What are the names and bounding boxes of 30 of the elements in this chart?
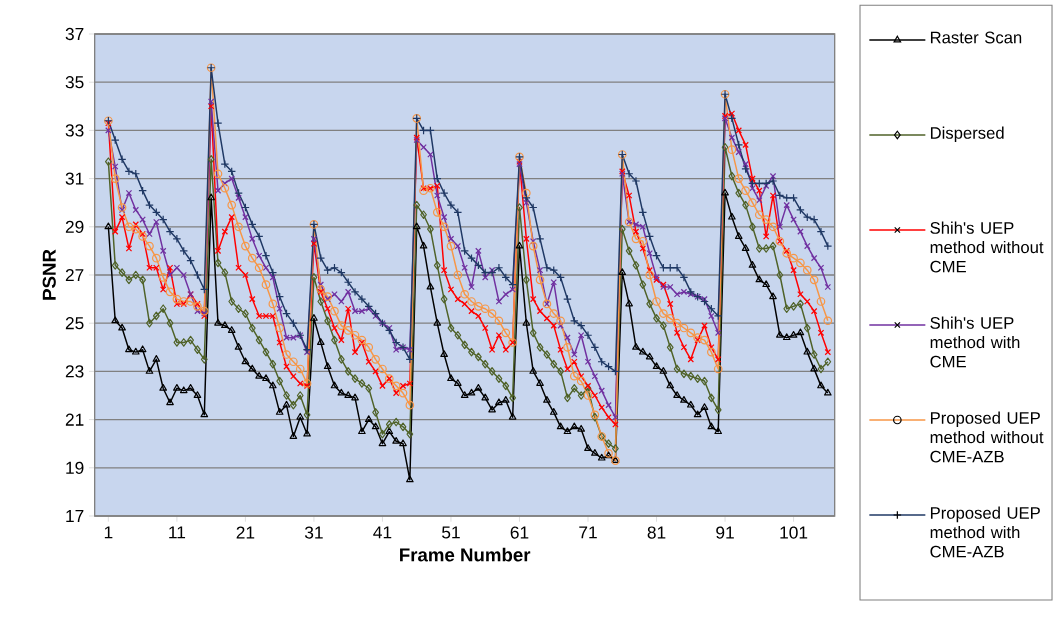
legend-label: Proposed UEP method without CME-AZB: [930, 411, 1044, 463]
legend-label: Dispersed: [930, 126, 1004, 143]
legend-label: Proposed UEP method with CME-AZB: [930, 506, 1040, 558]
y-tick-label: 19: [66, 461, 84, 474]
legend-label: Shih's UEP method with CME: [930, 316, 1020, 368]
y-axis-title: PSNR: [42, 249, 56, 300]
y-tick-label: 17: [66, 510, 84, 522]
x-tick-label: 1: [104, 526, 113, 539]
y-tick-label: 29: [65, 220, 84, 233]
x-tick-label: 61: [510, 526, 529, 539]
y-tick-label: 35: [65, 76, 84, 89]
y-tick-label: 33: [65, 124, 84, 137]
y-tick-label: 25: [65, 317, 84, 330]
x-axis-title: Frame Number: [400, 547, 531, 562]
y-tick-label: 27: [65, 268, 84, 282]
x-tick-label: 51: [442, 526, 460, 539]
y-tick-label: 23: [65, 365, 84, 378]
x-tick-label: 71: [579, 526, 597, 539]
x-tick-label: 81: [647, 526, 666, 539]
x-tick-label: 91: [716, 526, 734, 539]
y-tick-label: 31: [65, 172, 84, 185]
legend-label: Raster Scan: [930, 31, 1022, 44]
y-tick-label: 21: [65, 413, 84, 426]
legend-label: Shih's UEP method without CME: [930, 221, 1044, 273]
x-tick-label: 11: [169, 526, 186, 539]
y-tick-label: 37: [65, 27, 84, 41]
x-tick-label: 31: [304, 526, 323, 539]
x-tick-label: 41: [373, 526, 392, 539]
x-tick-label: 21: [236, 526, 255, 539]
x-tick-label: 101: [780, 526, 808, 539]
